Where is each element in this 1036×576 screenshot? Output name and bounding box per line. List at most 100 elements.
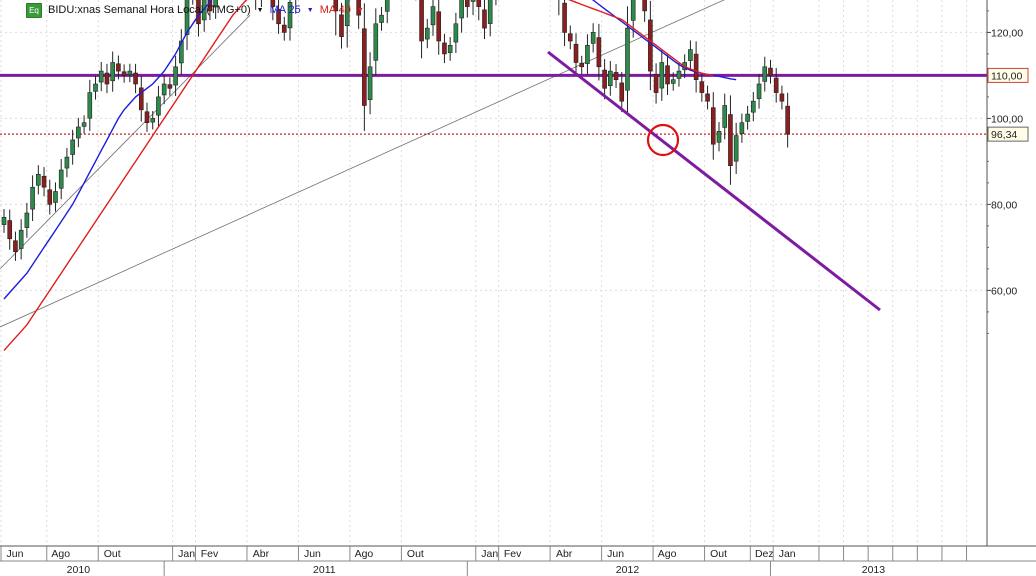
year-label: 2013 — [862, 564, 886, 576]
candle-body — [339, 14, 344, 37]
candle-body — [613, 72, 619, 80]
candle-body — [156, 96, 161, 116]
last-price-tag: 96,34 — [991, 129, 1017, 141]
candle-body — [573, 43, 579, 63]
candle-body — [739, 122, 745, 134]
moving-averages — [3, 0, 737, 352]
candle-body — [344, 0, 350, 27]
candle-body — [482, 9, 487, 29]
candle-body — [447, 44, 453, 53]
highlight-circle — [646, 123, 680, 157]
candle-body — [596, 37, 602, 68]
candle-body — [773, 77, 779, 93]
candle-body — [373, 23, 379, 61]
candle-body — [630, 0, 636, 21]
candle-body — [670, 79, 676, 84]
candle-body — [699, 81, 705, 93]
candle-body — [116, 63, 121, 72]
month-label: Jun — [304, 548, 321, 560]
candle-body — [619, 82, 625, 102]
year-label: 2010 — [67, 564, 91, 576]
candle-body — [625, 27, 630, 91]
candle-body — [722, 105, 728, 128]
short-support-trendline — [0, 14, 251, 270]
candle-body — [133, 72, 138, 85]
ma25-label[interactable]: MA 25 — [269, 4, 301, 16]
candle-body — [121, 71, 127, 76]
candle-body — [487, 0, 493, 24]
candle-body — [756, 83, 762, 99]
candle-body — [442, 42, 447, 55]
candle-body — [333, 0, 339, 12]
candle-body — [356, 0, 361, 16]
annotations — [547, 50, 881, 312]
candle-body — [419, 0, 424, 42]
ma40-dropdown-icon[interactable]: ▼ — [356, 6, 364, 14]
candle-body — [424, 27, 430, 40]
candle-body — [127, 70, 133, 76]
candle-body — [459, 0, 464, 19]
candle-body — [693, 53, 699, 81]
candle-body — [762, 66, 768, 82]
candle-body — [1, 217, 7, 225]
y-tick-label: 120,00 — [991, 27, 1023, 39]
candle-body — [196, 0, 201, 25]
grid-lines — [0, 0, 987, 546]
candle-body — [7, 220, 13, 240]
candle-body — [430, 6, 436, 26]
year-label: 2011 — [313, 564, 336, 576]
candle-body — [161, 83, 167, 96]
candle-body — [18, 229, 24, 249]
candle-body — [281, 24, 287, 33]
descending-trendline — [547, 50, 881, 312]
plot-background — [0, 0, 987, 546]
candle-body — [201, 0, 207, 21]
candlestick-series — [1, 0, 790, 261]
month-label: Abr — [253, 548, 270, 560]
candle-body — [779, 93, 785, 102]
candle-body — [144, 111, 150, 124]
candle-body — [53, 191, 58, 203]
candle-body — [87, 92, 93, 119]
symbol-label[interactable]: BIDU:xnas Semanal Hora Local (TMG+0) — [48, 4, 251, 16]
month-label: Ago — [51, 548, 70, 560]
candle-body — [648, 19, 653, 72]
candle-body — [590, 32, 596, 44]
resistance-price-tag-box — [987, 67, 1029, 83]
candle-body — [665, 65, 670, 85]
candle-body — [768, 67, 773, 76]
candle-body — [167, 84, 173, 89]
month-label: Dez — [755, 548, 774, 560]
y-tick-label: 80,00 — [991, 199, 1017, 211]
candle-body — [710, 107, 716, 145]
candle-body — [728, 114, 733, 166]
candle-body — [436, 11, 442, 42]
candle-body — [602, 69, 607, 89]
y-tick-label: 100,00 — [991, 113, 1023, 125]
candle-body — [465, 0, 470, 7]
candle-body — [745, 113, 750, 122]
equity-icon: Eq — [26, 2, 42, 18]
candle-body — [653, 74, 659, 93]
candle-body — [705, 93, 710, 102]
ma25-dropdown-icon[interactable]: ▼ — [306, 6, 314, 14]
candle-body — [362, 28, 367, 106]
candle-body — [453, 23, 459, 43]
candle-body — [58, 169, 64, 189]
month-label: Out — [104, 548, 121, 560]
dropdown-arrow-icon[interactable]: ▼ — [256, 6, 264, 14]
candle-body — [733, 135, 739, 162]
candle-body — [30, 186, 35, 210]
month-label: Jun — [7, 548, 24, 560]
candle-body — [716, 131, 722, 143]
candle-body — [70, 139, 75, 155]
candle-body — [379, 14, 384, 23]
month-label: Out — [710, 548, 727, 560]
candle-body — [367, 66, 373, 100]
candle-body — [76, 126, 81, 139]
candle-body — [47, 189, 53, 205]
candle-body — [562, 2, 567, 33]
month-label: Fev — [201, 548, 219, 560]
ma40-label[interactable]: MA 40 — [319, 4, 351, 16]
